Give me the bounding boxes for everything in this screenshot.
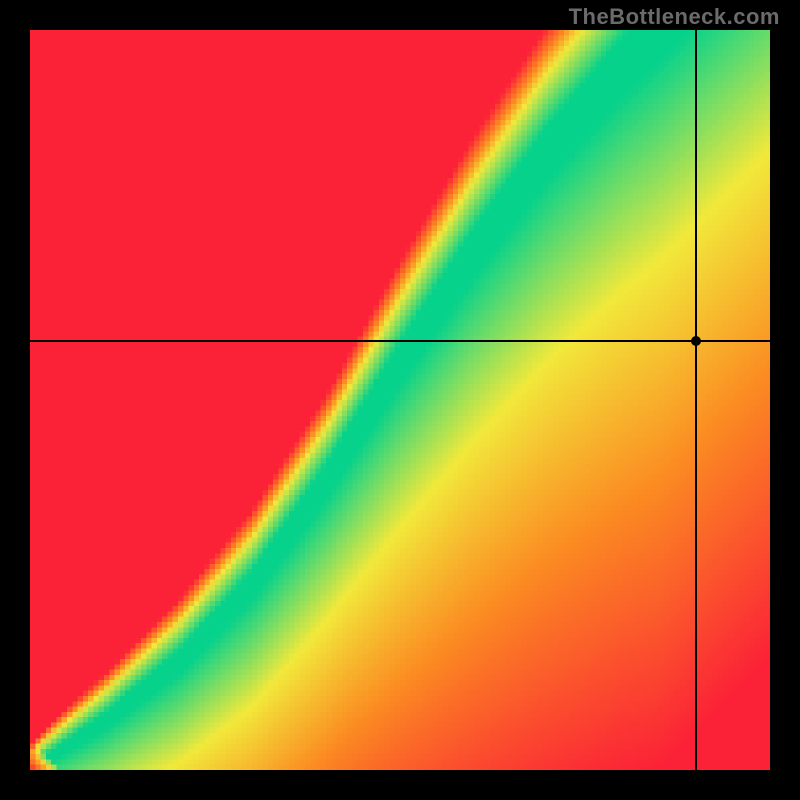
heatmap-canvas bbox=[30, 30, 770, 770]
crosshair-marker bbox=[691, 336, 701, 346]
crosshair-vertical bbox=[695, 30, 697, 770]
crosshair-horizontal bbox=[30, 340, 770, 342]
heatmap-plot-area bbox=[30, 30, 770, 770]
chart-container: TheBottleneck.com bbox=[0, 0, 800, 800]
watermark-text: TheBottleneck.com bbox=[569, 4, 780, 30]
